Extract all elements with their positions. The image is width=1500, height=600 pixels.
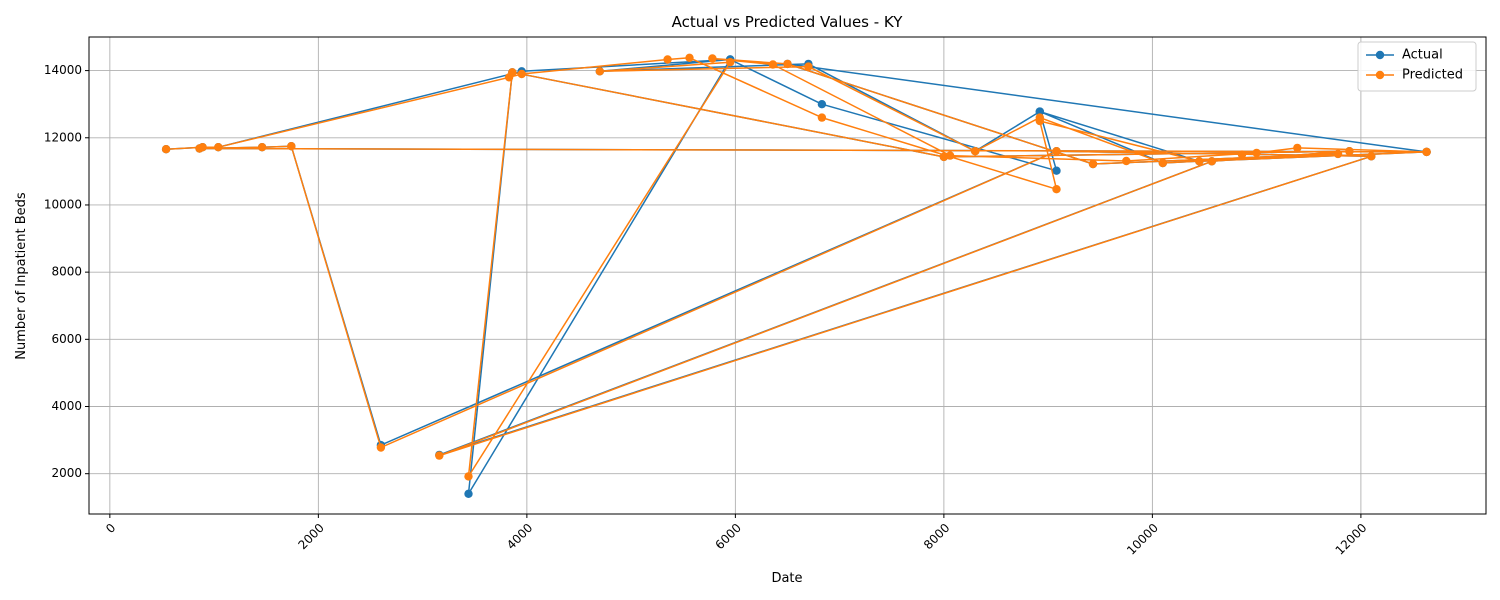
data-point: [1088, 159, 1098, 169]
plot-frame: [88, 36, 1487, 515]
series-layer: [161, 53, 1431, 498]
data-point: [685, 53, 694, 62]
data-point: [817, 100, 827, 109]
legend-swatch-marker: [1375, 70, 1385, 80]
data-point: [708, 54, 717, 63]
data-point: [1158, 158, 1168, 168]
data-point: [1195, 157, 1204, 166]
data-point: [508, 68, 517, 77]
legend-entry: Actual: [1402, 48, 1443, 63]
chart-title: Actual vs Predicted Values - KY: [672, 13, 904, 31]
y-tick-label: 8000: [51, 265, 82, 279]
data-point: [1293, 143, 1302, 153]
data-point: [464, 489, 473, 498]
y-tick-label: 4000: [51, 399, 82, 413]
data-point: [1052, 185, 1061, 194]
data-point: [768, 60, 778, 69]
y-tick-label: 6000: [51, 332, 82, 346]
legend-entry: Predicted: [1402, 68, 1463, 83]
data-point: [804, 62, 813, 71]
y-tick-label: 12000: [44, 130, 82, 144]
grid: [89, 37, 1486, 514]
data-point: [214, 143, 223, 152]
data-point: [376, 443, 386, 452]
data-point: [257, 143, 267, 152]
data-point: [1237, 150, 1247, 159]
data-point: [1422, 147, 1431, 157]
data-point: [663, 55, 672, 64]
y-axis-title: Number of Inpatient Beds: [14, 192, 29, 360]
data-point: [783, 59, 792, 69]
data-point: [1052, 147, 1061, 156]
legend-swatch-marker: [1375, 50, 1385, 60]
data-point: [1367, 152, 1376, 161]
y-tick-label: 10000: [44, 197, 82, 211]
data-point: [464, 472, 473, 481]
data-point: [287, 142, 296, 151]
data-point: [1122, 156, 1131, 166]
data-point: [595, 67, 604, 76]
data-point: [1052, 166, 1061, 175]
legend: Actual Predicted: [1357, 41, 1477, 92]
series-predicted: [161, 53, 1431, 481]
data-point: [161, 145, 171, 154]
data-point: [1333, 149, 1343, 159]
data-point: [945, 151, 955, 160]
data-point: [1345, 147, 1354, 156]
data-point: [1252, 148, 1261, 158]
data-point: [1035, 113, 1045, 122]
data-point: [517, 69, 526, 79]
data-point: [1035, 107, 1045, 116]
data-point: [971, 147, 980, 156]
y-tick-label: 14000: [44, 63, 82, 77]
data-point: [726, 58, 735, 67]
x-axis-title: Date: [771, 571, 802, 586]
data-point: [435, 451, 444, 460]
data-point: [817, 113, 827, 122]
data-point: [195, 144, 204, 153]
data-point: [1207, 157, 1217, 166]
y-tick-label: 2000: [51, 466, 82, 480]
y-axis: 2000 4000 6000 8000 10000 12000 14000: [44, 63, 89, 480]
